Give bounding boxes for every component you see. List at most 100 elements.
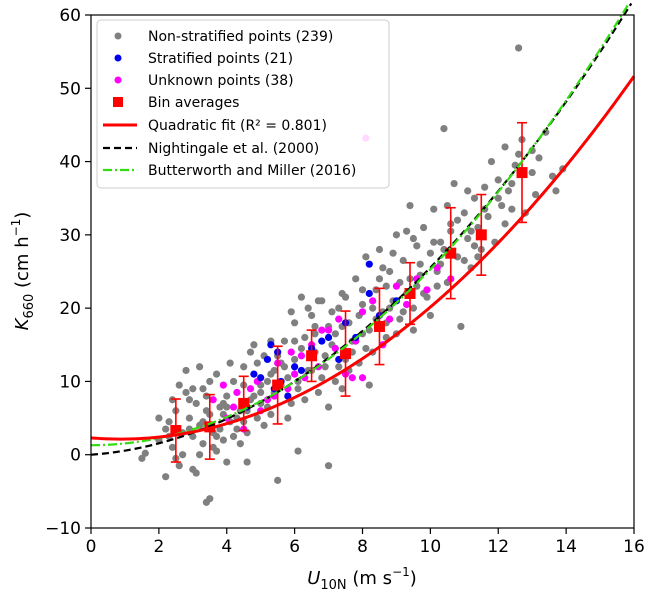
non-stratified-point — [138, 454, 146, 462]
stratified-point — [324, 333, 333, 342]
non-stratified-point — [508, 179, 516, 188]
non-stratified-point — [487, 157, 496, 166]
non-stratified-point — [403, 227, 411, 235]
unknown-point — [369, 297, 377, 305]
legend-label-quadratic: Quadratic fit (R² = 0.801) — [148, 118, 327, 134]
non-stratified-point — [440, 124, 448, 133]
non-stratified-point — [179, 451, 187, 459]
x-axis-label-unit: (m s — [347, 568, 392, 589]
non-stratified-point — [314, 297, 322, 305]
non-stratified-point — [294, 447, 302, 455]
non-stratified-point — [501, 220, 509, 228]
non-stratified-point — [392, 231, 401, 239]
non-stratified-point — [304, 304, 312, 312]
stratified-point — [284, 392, 292, 400]
non-stratified-point — [416, 260, 424, 268]
non-stratified-point — [409, 234, 418, 243]
nightingale-curve — [90, 2, 633, 456]
bin-average-marker — [306, 350, 318, 362]
non-stratified-point — [386, 267, 394, 276]
non-stratified-point — [515, 150, 523, 158]
non-stratified-point — [375, 275, 384, 283]
non-stratified-point — [470, 242, 479, 250]
y-axis-label-main: K — [12, 317, 33, 330]
unknown-point — [331, 344, 339, 353]
bin-average-marker — [445, 247, 457, 259]
y-tick-label: 0 — [70, 446, 81, 466]
non-stratified-point — [481, 183, 489, 191]
non-stratified-point — [260, 421, 268, 429]
stratified-point — [257, 374, 265, 382]
non-stratified-point — [291, 319, 299, 327]
non-stratified-point — [196, 363, 204, 371]
bin-average-marker — [340, 348, 352, 360]
non-stratified-point — [291, 337, 299, 345]
non-stratified-point — [297, 293, 306, 301]
non-stratified-point — [362, 344, 370, 353]
unknown-point — [297, 352, 306, 360]
non-stratified-point — [542, 128, 550, 136]
legend-label-non-stratified: Non-stratified points (239) — [148, 29, 333, 45]
y-tick-label: −10 — [45, 519, 81, 539]
unknown-point — [246, 385, 255, 393]
legend-box — [96, 19, 390, 189]
unknown-point — [233, 388, 241, 397]
legend-marker-bins — [113, 97, 123, 107]
non-stratified-point — [223, 403, 231, 411]
non-stratified-point — [369, 304, 377, 312]
non-stratified-point — [318, 374, 326, 382]
non-stratified-point — [280, 363, 289, 371]
stratified-point — [263, 355, 272, 364]
legend-label-unknown: Unknown points (38) — [148, 73, 294, 89]
bin-average-marker — [373, 320, 385, 332]
x-tick-label: 4 — [221, 537, 232, 557]
non-stratified-point — [484, 212, 492, 221]
non-stratified-point — [474, 223, 482, 232]
non-stratified-point — [162, 425, 170, 433]
non-stratified-point — [498, 201, 506, 210]
non-stratified-point — [426, 311, 434, 320]
non-stratified-point — [430, 238, 438, 246]
non-stratified-point — [406, 201, 414, 210]
non-stratified-point — [531, 190, 540, 199]
non-stratified-point — [250, 392, 258, 400]
non-stratified-point — [206, 495, 214, 503]
non-stratified-point — [409, 326, 418, 334]
non-stratified-point — [189, 385, 197, 393]
non-stratified-point — [287, 399, 295, 408]
stratified-point — [365, 260, 373, 268]
non-stratified-point — [372, 286, 380, 294]
non-stratified-point — [192, 469, 200, 477]
x-tick-label: 12 — [487, 537, 509, 557]
stratified-point — [267, 341, 275, 349]
non-stratified-point — [335, 363, 343, 371]
legend-marker-non-stratified — [114, 32, 122, 40]
non-stratified-point — [246, 348, 255, 356]
non-stratified-point — [464, 187, 472, 195]
non-stratified-point — [528, 168, 536, 177]
unknown-point — [403, 300, 411, 309]
non-stratified-point — [453, 216, 462, 224]
non-stratified-point — [467, 227, 475, 235]
non-stratified-point — [141, 449, 149, 457]
non-stratified-point — [287, 308, 295, 316]
non-stratified-point — [358, 300, 367, 309]
non-stratified-point — [192, 399, 200, 408]
legend-label-bins: Bin averages — [148, 95, 239, 111]
non-stratified-point — [430, 205, 438, 213]
unknown-point — [229, 403, 238, 411]
non-stratified-point — [233, 425, 241, 433]
non-stratified-point — [202, 407, 210, 415]
non-stratified-point — [321, 352, 329, 360]
non-stratified-point — [182, 388, 190, 397]
bin-average-marker — [272, 379, 284, 391]
unknown-point — [392, 282, 401, 290]
unknown-point — [433, 264, 441, 272]
non-stratified-point — [409, 304, 418, 312]
non-stratified-point — [223, 458, 231, 466]
legend-label-stratified: Stratified points (21) — [148, 51, 293, 67]
non-stratified-point — [263, 377, 272, 386]
unknown-point — [348, 374, 356, 382]
non-stratified-point — [243, 458, 251, 466]
